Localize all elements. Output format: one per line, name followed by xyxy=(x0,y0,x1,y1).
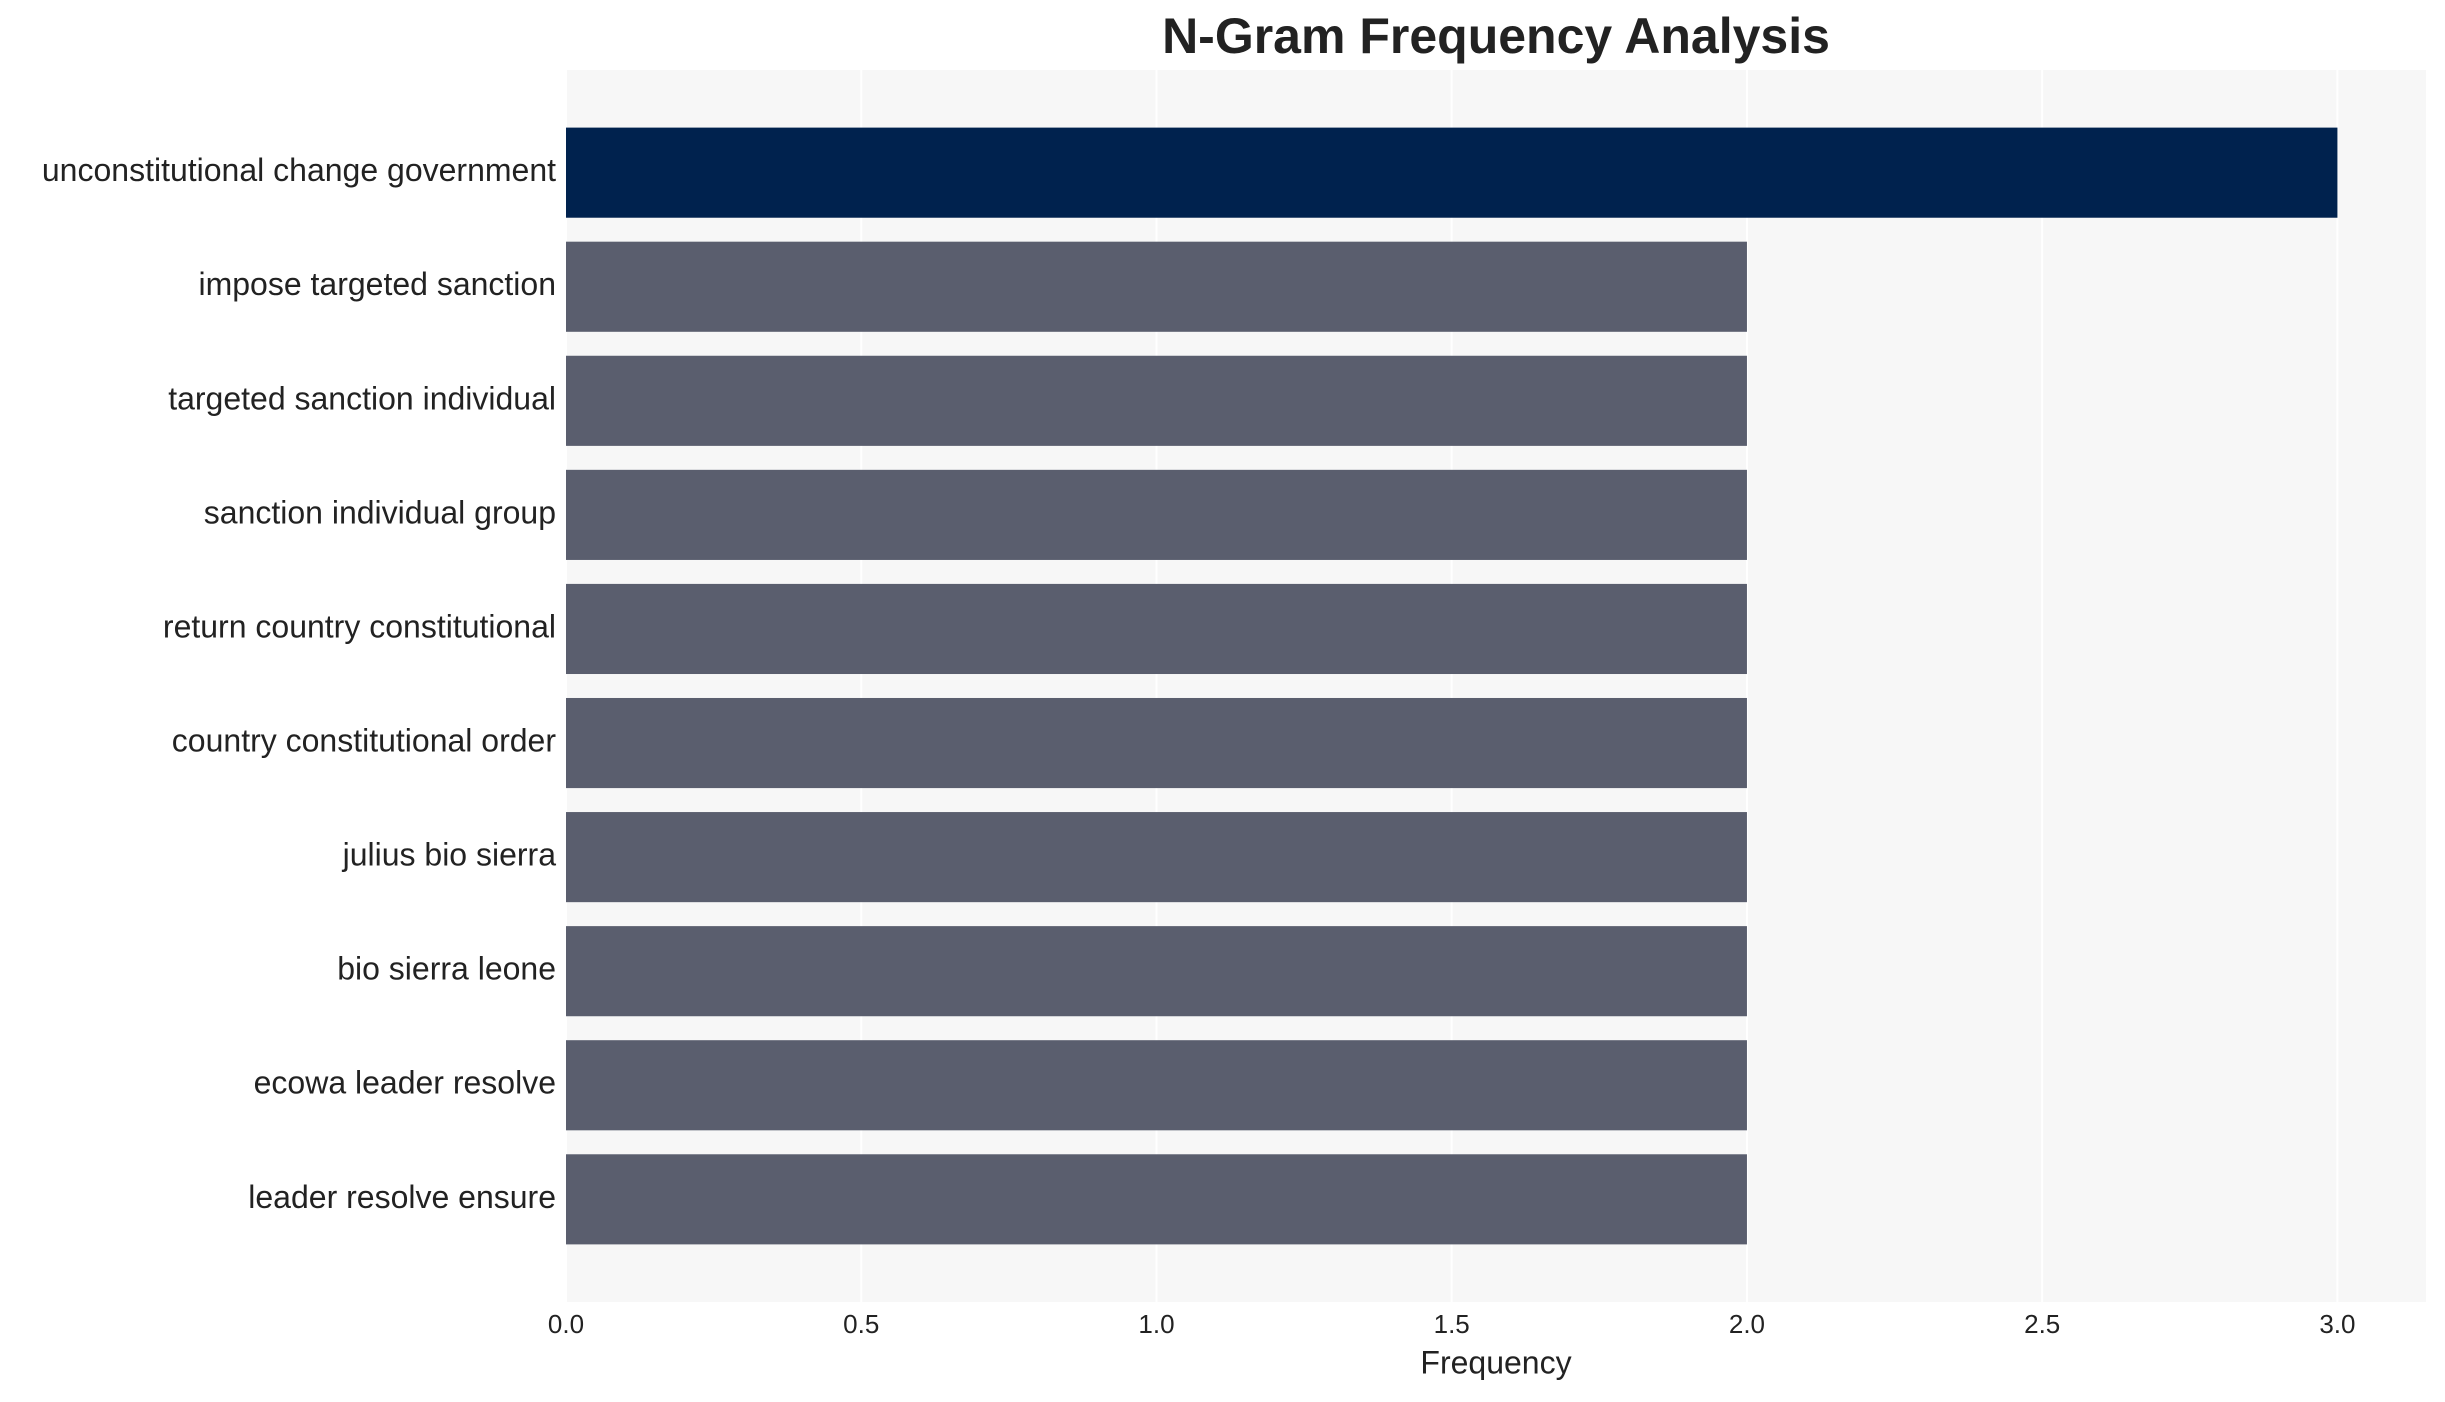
bar xyxy=(566,355,1747,446)
x-tick-label: 3.0 xyxy=(2319,1309,2355,1339)
y-tick-label: targeted sanction individual xyxy=(168,380,556,416)
x-tick-label: 0.5 xyxy=(843,1309,879,1339)
bar xyxy=(566,241,1747,332)
y-tick-label: impose targeted sanction xyxy=(198,266,556,302)
bar xyxy=(566,926,1747,1017)
bar xyxy=(566,1154,1747,1245)
bar xyxy=(566,583,1747,675)
y-tick-label: sanction individual group xyxy=(204,494,556,530)
x-tick-label: 0.0 xyxy=(548,1309,584,1339)
x-axis-label: Frequency xyxy=(1420,1344,1571,1380)
y-tick-label: bio sierra leone xyxy=(337,951,556,987)
y-tick-label: return country constitutional xyxy=(163,608,556,644)
y-tick-label: julius bio sierra xyxy=(342,837,557,873)
x-tick-label: 1.5 xyxy=(1434,1309,1470,1339)
bar xyxy=(566,697,1747,789)
chart-title: N-Gram Frequency Analysis xyxy=(1162,8,1830,64)
bar xyxy=(566,812,1747,903)
bar xyxy=(566,127,2338,218)
x-tick-label: 1.0 xyxy=(1138,1309,1174,1339)
y-tick-label: country constitutional order xyxy=(172,722,557,758)
y-tick-label: leader resolve ensure xyxy=(248,1179,556,1215)
y-tick-label: ecowa leader resolve xyxy=(254,1065,556,1101)
bar xyxy=(566,1040,1747,1131)
bar xyxy=(566,469,1747,560)
x-tick-label: 2.5 xyxy=(2024,1309,2060,1339)
y-tick-label: unconstitutional change government xyxy=(42,152,556,188)
x-tick-label: 2.0 xyxy=(1729,1309,1765,1339)
